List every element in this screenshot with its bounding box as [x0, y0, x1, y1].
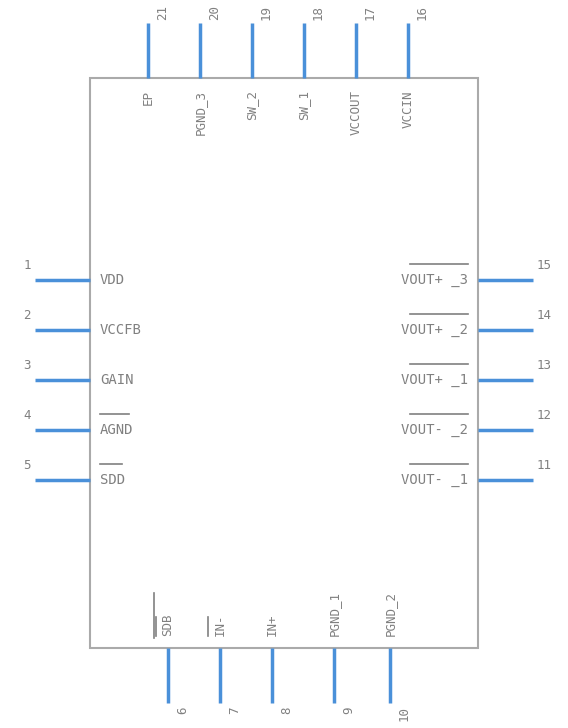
Text: SDD: SDD: [100, 473, 125, 487]
Text: 10: 10: [398, 706, 411, 721]
Text: VCCOUT: VCCOUT: [349, 90, 362, 135]
Text: GAIN: GAIN: [100, 373, 133, 387]
Text: 1: 1: [23, 259, 31, 272]
Text: SW_1: SW_1: [298, 90, 311, 120]
Text: 12: 12: [537, 409, 552, 422]
Text: 18: 18: [312, 5, 325, 20]
Text: 19: 19: [260, 5, 273, 20]
Text: VCCIN: VCCIN: [402, 90, 415, 127]
Text: 17: 17: [364, 5, 377, 20]
Text: EP: EP: [141, 90, 154, 105]
Text: PGND_3: PGND_3: [194, 90, 207, 135]
Text: VOUT- _2: VOUT- _2: [401, 423, 468, 437]
Text: VDD: VDD: [100, 273, 125, 287]
Text: 11: 11: [537, 459, 552, 472]
Text: PGND_2: PGND_2: [383, 591, 396, 636]
Text: SW_2: SW_2: [245, 90, 258, 120]
Text: PGND_1: PGND_1: [328, 591, 340, 636]
Text: 2: 2: [23, 309, 31, 322]
Text: 5: 5: [23, 459, 31, 472]
Text: SDB: SDB: [161, 614, 174, 636]
Text: 6: 6: [176, 706, 189, 713]
Bar: [90, 78, 478, 648]
Text: VOUT+ _2: VOUT+ _2: [401, 323, 468, 337]
Text: 15: 15: [537, 259, 552, 272]
Text: IN+: IN+: [265, 614, 278, 636]
Text: 13: 13: [537, 359, 552, 372]
Text: 7: 7: [228, 706, 241, 713]
Text: 16: 16: [416, 5, 429, 20]
Text: 20: 20: [208, 5, 221, 20]
Text: VCCFB: VCCFB: [100, 323, 142, 337]
Text: 14: 14: [537, 309, 552, 322]
Text: AGND: AGND: [100, 423, 133, 437]
Text: 9: 9: [342, 706, 355, 713]
Text: VOUT+ _1: VOUT+ _1: [401, 373, 468, 387]
Text: 4: 4: [23, 409, 31, 422]
Text: VOUT- _1: VOUT- _1: [401, 473, 468, 487]
Text: 21: 21: [156, 5, 169, 20]
Text: VOUT+ _3: VOUT+ _3: [401, 273, 468, 287]
Text: IN-: IN-: [214, 614, 227, 636]
Text: 3: 3: [23, 359, 31, 372]
Text: 8: 8: [280, 706, 293, 713]
